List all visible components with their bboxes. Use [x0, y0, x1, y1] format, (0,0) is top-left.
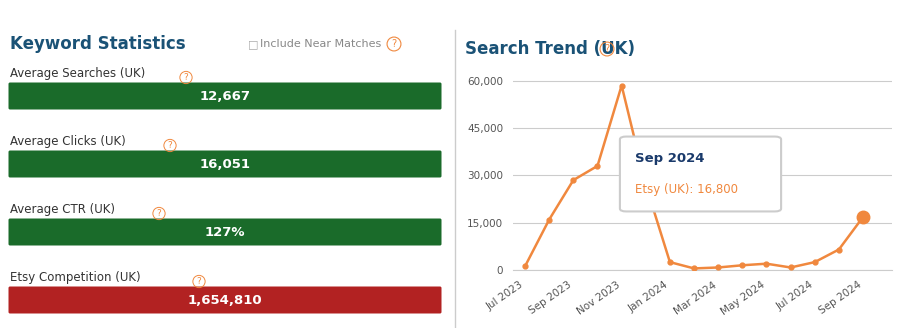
Text: Trend Alert:: Trend Alert: [10, 9, 94, 22]
Text: 127%: 127% [205, 226, 245, 238]
Text: This keyword has been popular on Etsy over the past week.: This keyword has been popular on Etsy ov… [78, 9, 455, 22]
Text: 16,051: 16,051 [200, 157, 250, 171]
Text: ?: ? [605, 44, 609, 54]
FancyBboxPatch shape [620, 136, 781, 212]
Text: Sep 2024: Sep 2024 [635, 152, 705, 165]
Text: Search Trend (UK): Search Trend (UK) [465, 40, 635, 58]
Text: ?: ? [167, 141, 173, 150]
Text: ?: ? [196, 277, 202, 286]
Text: 12,667: 12,667 [200, 90, 250, 102]
Text: 1,654,810: 1,654,810 [188, 294, 262, 306]
Text: Average CTR (UK): Average CTR (UK) [10, 203, 115, 216]
Text: Average Searches (UK): Average Searches (UK) [10, 67, 145, 80]
FancyBboxPatch shape [8, 151, 442, 177]
Text: ?: ? [184, 73, 188, 82]
Text: ?: ? [392, 39, 397, 49]
Text: Etsy Competition (UK): Etsy Competition (UK) [10, 271, 140, 284]
FancyBboxPatch shape [8, 218, 442, 245]
Text: Include Near Matches: Include Near Matches [260, 39, 382, 49]
Text: □: □ [248, 39, 258, 49]
FancyBboxPatch shape [8, 83, 442, 110]
FancyBboxPatch shape [8, 286, 442, 314]
Text: Keyword Statistics: Keyword Statistics [10, 35, 185, 53]
Text: ?: ? [157, 209, 161, 218]
Text: Etsy (UK): 16,800: Etsy (UK): 16,800 [635, 183, 738, 196]
Text: Average Clicks (UK): Average Clicks (UK) [10, 135, 126, 148]
